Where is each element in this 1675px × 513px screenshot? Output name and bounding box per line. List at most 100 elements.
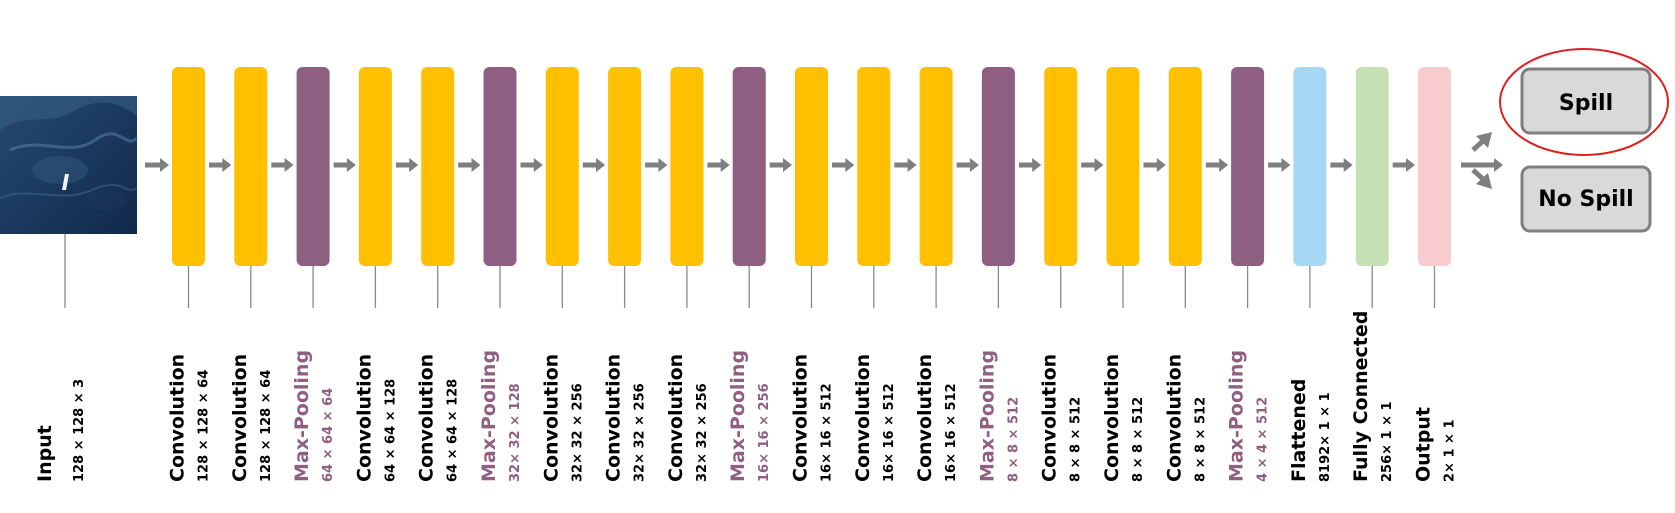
flow-arrow-19 xyxy=(1330,158,1353,172)
layer-name-5: Convolution xyxy=(416,354,438,482)
layer-dims-17: 8 × 8 × 512 xyxy=(1193,397,1208,482)
flow-arrow-17 xyxy=(1205,158,1229,172)
layer-label-4: Convolution 64 × 64 × 128 xyxy=(353,354,398,482)
layer-name-11: Convolution xyxy=(790,354,812,482)
layer-label-19: Flattened 8192× 1 × 1 xyxy=(1288,379,1333,482)
layer-label-17: Convolution 8 × 8 × 512 xyxy=(1163,354,1208,482)
flow-arrow-8 xyxy=(645,158,668,172)
input-name: Input xyxy=(34,425,56,482)
flow-arrow-4 xyxy=(395,158,419,172)
layer-dims-15: 8 × 8 × 512 xyxy=(1069,397,1084,482)
layer-block-10-pooling xyxy=(732,67,766,266)
layer-block-4-convolution xyxy=(358,67,392,266)
flow-arrow-12 xyxy=(894,158,917,172)
input-dims: 128 × 128 × 3 xyxy=(72,379,87,482)
layer-block-6-pooling xyxy=(483,67,517,266)
layer-dims-1: 128 × 128 × 64 xyxy=(197,370,212,482)
layer-name-8: Convolution xyxy=(603,354,625,482)
layer-name-7: Convolution xyxy=(540,354,562,482)
layer-label-20: Fully Connected 256× 1 × 1 xyxy=(1350,311,1395,482)
flow-arrow-11 xyxy=(832,158,855,172)
flow-arrow-15 xyxy=(1081,158,1104,172)
layer-name-2: Convolution xyxy=(229,354,251,482)
spill-label: Spill xyxy=(1559,91,1613,116)
spill-highlight-ellipse xyxy=(1499,48,1669,156)
flow-arrow-21 xyxy=(1461,158,1503,172)
layer-block-14-pooling xyxy=(981,67,1015,266)
flow-arrow-6 xyxy=(520,158,543,172)
layer-block-5-convolution xyxy=(421,67,455,266)
layer-name-4: Convolution xyxy=(353,354,375,482)
layer-label-18: Max-Pooling 4 × 4 × 512 xyxy=(1226,350,1271,482)
layer-block-12-convolution xyxy=(857,67,891,266)
layer-label-5: Convolution 64 × 64 × 128 xyxy=(416,354,461,482)
split-arrow-down xyxy=(1471,168,1492,189)
layer-label-10: Max-Pooling 16× 16 × 256 xyxy=(727,350,772,482)
layer-dims-13: 16× 16 × 512 xyxy=(944,383,959,482)
layer-name-18: Max-Pooling xyxy=(1226,350,1248,482)
flow-arrow-20 xyxy=(1392,158,1415,172)
layer-label-12: Convolution 16× 16 × 512 xyxy=(852,354,897,482)
layer-name-12: Convolution xyxy=(852,354,874,482)
layer-dims-3: 64 × 64 × 64 xyxy=(321,388,336,482)
flow-arrow-3 xyxy=(333,158,356,172)
layer-block-11-convolution xyxy=(795,67,828,266)
layer-block-17-convolution xyxy=(1168,67,1202,266)
flow-arrow-14 xyxy=(1018,158,1042,172)
layer-dims-4: 64 × 64 × 128 xyxy=(383,379,398,482)
layer-label-11: Convolution 16× 16 × 512 xyxy=(790,354,835,482)
split-arrow-up xyxy=(1471,132,1492,152)
layer-name-17: Convolution xyxy=(1163,354,1185,482)
layer-name-9: Convolution xyxy=(665,354,687,482)
layer-label-6: Max-Pooling 32× 32 × 128 xyxy=(478,350,523,482)
layer-block-8-convolution xyxy=(608,67,642,266)
layer-name-10: Max-Pooling xyxy=(727,350,749,482)
layer-block-16-convolution xyxy=(1106,67,1140,266)
flow-arrow-16 xyxy=(1143,158,1166,172)
layer-dims-6: 32× 32 × 128 xyxy=(508,383,523,482)
layer-label-1: Convolution 128 × 128 × 64 xyxy=(167,354,212,482)
flow-arrow-1 xyxy=(209,158,232,172)
layer-name-3: Max-Pooling xyxy=(291,350,313,482)
layer-name-1: Convolution xyxy=(167,354,189,482)
spill-box xyxy=(1520,67,1652,135)
layer-block-3-pooling xyxy=(296,67,330,266)
layer-label-7: Convolution 32× 32 × 256 xyxy=(540,354,585,482)
layer-dims-9: 32× 32 × 256 xyxy=(695,383,710,482)
layer-label-2: Convolution 128 × 128 × 64 xyxy=(229,354,274,482)
layer-dims-10: 16× 16 × 256 xyxy=(757,383,772,482)
layer-block-15-convolution xyxy=(1044,67,1078,266)
layer-name-20: Fully Connected xyxy=(1350,311,1372,482)
layers-group: Convolution 128 × 128 × 64 Convolution 128 … xyxy=(145,67,1503,482)
layer-label-21: Output 2× 1 × 1 xyxy=(1413,407,1458,482)
layer-name-14: Max-Pooling xyxy=(976,350,998,482)
layer-dims-19: 8192× 1 × 1 xyxy=(1318,392,1333,482)
layer-name-15: Convolution xyxy=(1039,354,1061,482)
flow-arrow-13 xyxy=(956,158,979,172)
layer-name-13: Convolution xyxy=(914,354,936,482)
flow-arrow-7 xyxy=(582,158,606,172)
layer-dims-8: 32× 32 × 256 xyxy=(633,383,648,482)
layer-label-3: Max-Pooling 64 × 64 × 64 xyxy=(291,350,336,482)
output-class-no-spill: No Spill xyxy=(1520,165,1652,233)
flow-arrow-9 xyxy=(707,158,730,172)
layer-label-9: Convolution 32× 32 × 256 xyxy=(665,354,710,482)
flow-arrow-10 xyxy=(769,158,792,172)
layer-label-15: Convolution 8 × 8 × 512 xyxy=(1039,354,1084,482)
layer-block-20-fully_connected xyxy=(1355,67,1389,266)
input-label: Input 128 × 128 × 3 xyxy=(34,379,87,482)
layer-block-21-output xyxy=(1418,67,1451,266)
layer-dims-18: 4 × 4 × 512 xyxy=(1256,397,1271,482)
layer-block-2-convolution xyxy=(234,67,268,266)
flow-arrow-2 xyxy=(271,158,294,172)
ship-icon xyxy=(62,174,69,190)
no-spill-box xyxy=(1520,165,1652,233)
layer-dims-16: 8 × 8 × 512 xyxy=(1131,397,1146,482)
layer-label-14: Max-Pooling 8 × 8 × 512 xyxy=(976,350,1021,482)
layer-label-16: Convolution 8 × 8 × 512 xyxy=(1101,354,1146,482)
layer-dims-5: 64 × 64 × 128 xyxy=(446,379,461,482)
output-class-spill: Spill xyxy=(1520,67,1652,135)
layer-name-21: Output xyxy=(1413,407,1435,482)
input-image xyxy=(0,96,139,234)
